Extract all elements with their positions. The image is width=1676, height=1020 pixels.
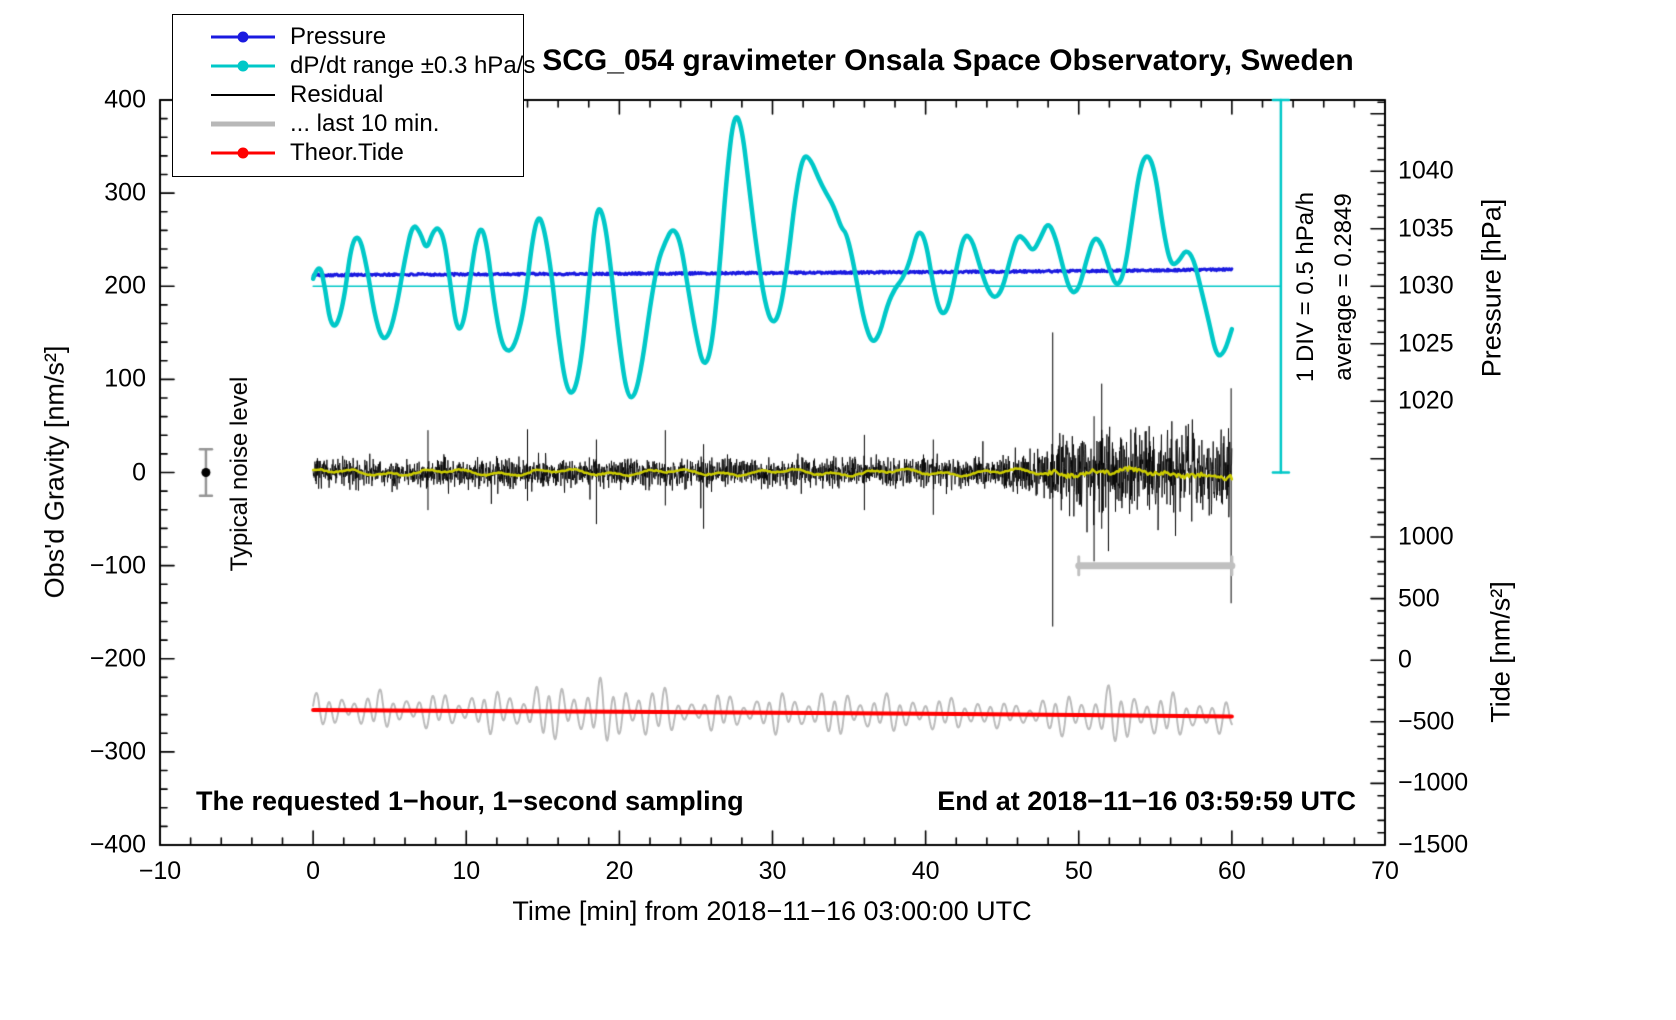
- last10-line-icon: [211, 109, 275, 138]
- dpdt-line-dot-icon: [211, 51, 275, 80]
- theortide-line-dot-icon: [211, 138, 275, 167]
- x-tick-label: 20: [605, 857, 634, 885]
- div-scale-label: 1 DIV = 0.5 hPa/h: [1292, 191, 1319, 383]
- y-left-tick-label: −100: [89, 551, 146, 580]
- legend-label: ... last 10 min.: [290, 109, 440, 137]
- x-tick-label: 0: [306, 857, 321, 885]
- end-time-note: End at 2018−11−16 03:59:59 UTC: [937, 786, 1356, 816]
- y-axis-label-pressure: Pressure [hPa]: [1476, 198, 1507, 378]
- legend-label: dP/dt range ±0.3 hPa/s: [290, 51, 536, 79]
- y-left-tick-label: −400: [89, 830, 146, 859]
- chart-title: SCG_054 gravimeter Onsala Space Observat…: [542, 44, 1354, 77]
- x-axis-label: Time [min] from 2018−11−16 03:00:00 UTC: [512, 896, 1032, 926]
- tide-tick-label: 0: [1398, 645, 1412, 674]
- y-axis-label-tide: Tide [nm/s²]: [1485, 581, 1516, 723]
- x-tick-label: 10: [452, 857, 481, 885]
- x-tick-label: 30: [758, 857, 787, 885]
- tide-tick-label: 500: [1398, 584, 1440, 613]
- y-left-tick-label: 300: [104, 178, 146, 207]
- tide-tick-label: −1500: [1398, 830, 1469, 859]
- pressure-tick-label: 1020: [1398, 386, 1454, 415]
- legend-item-pressure: Pressure: [173, 22, 523, 51]
- legend-item-theortide: Theor.Tide: [173, 138, 523, 167]
- legend-label: Theor.Tide: [290, 138, 404, 166]
- x-tick-label: 40: [911, 857, 940, 885]
- x-tick-label: 50: [1064, 857, 1093, 885]
- x-tick-label: 60: [1217, 857, 1246, 885]
- y-left-tick-label: −200: [89, 644, 146, 673]
- y-left-tick-label: −300: [89, 737, 146, 766]
- pressure-line-dot-icon: [211, 22, 275, 51]
- legend-label: Residual: [290, 80, 384, 108]
- tide-tick-label: −1000: [1398, 768, 1469, 797]
- pressure-tick-label: 1025: [1398, 329, 1454, 358]
- average-value-label: average = 0.2849: [1330, 193, 1357, 381]
- legend: Pressure dP/dt range ±0.3 hPa/s Residual…: [172, 14, 535, 177]
- pressure-tick-label: 1040: [1398, 156, 1454, 185]
- x-tick-label: −10: [138, 857, 182, 885]
- typical-noise-level-label: Typical noise level: [226, 376, 253, 572]
- y-left-tick-label: 200: [104, 271, 146, 300]
- sampling-note: The requested 1−hour, 1−second sampling: [196, 786, 744, 816]
- y-left-tick-label: 400: [104, 85, 146, 114]
- tide-tick-label: 1000: [1398, 522, 1454, 551]
- y-axis-label-gravity: Obs'd Gravity [nm/s²]: [39, 345, 70, 599]
- tide-tick-label: −500: [1398, 707, 1455, 736]
- y-left-tick-label: 0: [132, 458, 146, 486]
- legend-item-residual: Residual: [173, 80, 523, 109]
- legend-item-last10: ... last 10 min.: [173, 109, 523, 138]
- pressure-tick-label: 1030: [1398, 271, 1454, 300]
- pressure-tick-label: 1035: [1398, 214, 1454, 243]
- residual-line-icon: [211, 80, 275, 109]
- legend-label: Pressure: [290, 22, 387, 50]
- y-left-tick-label: 100: [104, 364, 146, 393]
- x-tick-label: 70: [1371, 857, 1399, 885]
- legend-item-dpdt: dP/dt range ±0.3 hPa/s: [173, 51, 535, 80]
